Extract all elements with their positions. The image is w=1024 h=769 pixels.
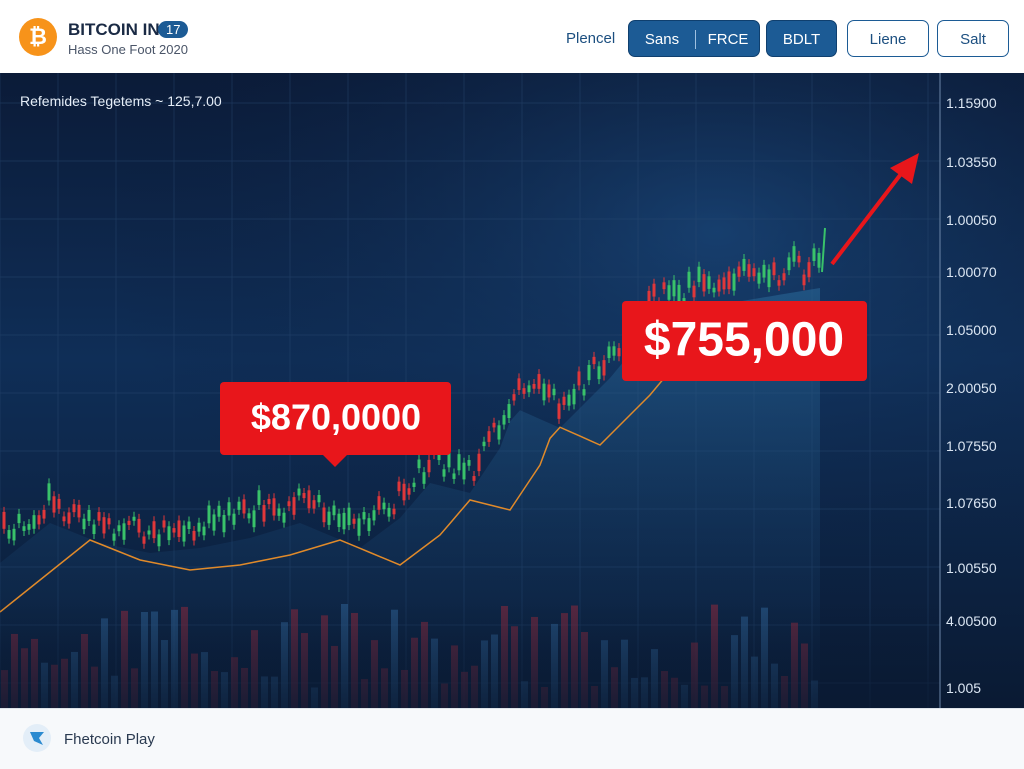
chart-info: Refemides Tegetems ~ 125,7.00 xyxy=(20,93,222,109)
callout-text: $755,000 xyxy=(644,314,844,367)
axis-label: 1.05000 xyxy=(946,322,997,338)
callout-text: $870,0000 xyxy=(251,397,421,438)
axis-label: 1.07550 xyxy=(946,438,997,454)
axis-label: 1.00550 xyxy=(946,560,997,576)
nav-link[interactable]: Plencel xyxy=(566,30,616,47)
button[interactable]: BDLT xyxy=(766,20,837,57)
axis-label: 1.00050 xyxy=(946,212,997,228)
axis-label: 1.00070 xyxy=(946,264,997,280)
button[interactable]: FRCE xyxy=(707,31,749,48)
button-group: Sans FRCE xyxy=(628,20,760,57)
axis-label: 1.07650 xyxy=(946,495,997,511)
badge: 17 xyxy=(158,21,189,38)
button[interactable]: Liene xyxy=(847,20,929,57)
chart-panel: Refemides Tegetems ~ 125,7.00 1.15900 1.0… xyxy=(0,73,1024,708)
callout: $755,000 xyxy=(622,301,867,381)
footer: Fhetcoin Play xyxy=(0,708,1024,769)
callout: $870,0000 xyxy=(220,382,451,467)
subtitle: Hass One Foot 2020 xyxy=(68,42,188,57)
axis-label: 4.00500 xyxy=(946,613,997,629)
button[interactable]: Sans xyxy=(644,31,680,48)
axis-label: 2.00050 xyxy=(946,380,997,396)
axis-label: 1.005 xyxy=(946,680,981,696)
svg-text:₿: ₿ xyxy=(29,25,47,50)
button[interactable]: Salt xyxy=(937,20,1009,57)
footer-icon xyxy=(23,724,51,752)
logo: ₿ xyxy=(19,18,57,56)
axis-label: 1.15900 xyxy=(946,95,997,111)
footer-label[interactable]: Fhetcoin Play xyxy=(64,731,155,748)
axis-label: 1.03550 xyxy=(946,154,997,170)
header: ₿ BITCOIN IN. 17 Hass One Foot 2020 Plen… xyxy=(0,0,1024,73)
app-title: BITCOIN IN. xyxy=(68,20,165,39)
